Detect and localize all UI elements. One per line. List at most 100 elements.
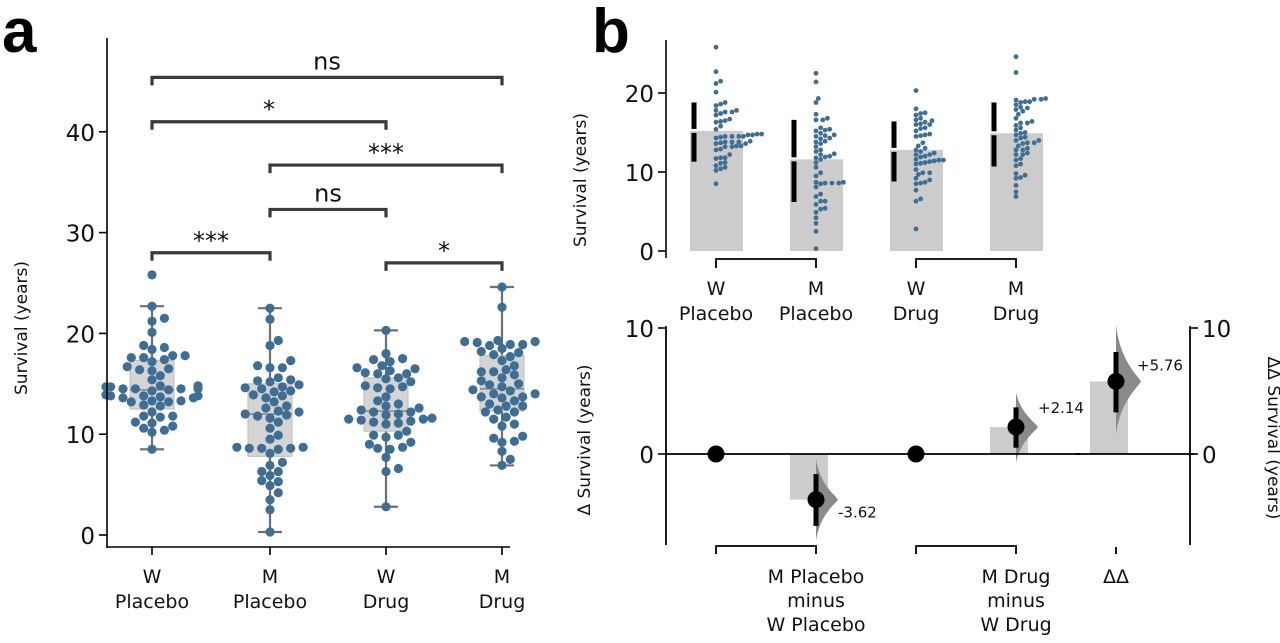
data-point	[831, 151, 837, 157]
data-point	[147, 357, 157, 367]
data-point	[722, 134, 728, 139]
y-tick-label: 30	[66, 222, 95, 248]
data-point	[918, 154, 923, 160]
swarm-points	[101, 270, 540, 537]
data-point	[1025, 140, 1030, 146]
data-point	[813, 179, 819, 185]
y-tick-label: 40	[66, 121, 95, 147]
data-point	[147, 396, 157, 406]
data-point	[398, 382, 408, 392]
data-point	[168, 351, 178, 361]
data-point	[485, 399, 495, 409]
data-point	[1018, 125, 1023, 131]
data-point	[265, 423, 275, 433]
data-point	[381, 349, 391, 359]
data-point	[193, 391, 203, 401]
effect-point	[807, 491, 825, 509]
data-point	[282, 410, 292, 420]
data-point	[913, 88, 919, 93]
data-point	[1029, 119, 1035, 124]
bootstrap-distribution	[816, 459, 838, 541]
data-point	[497, 446, 507, 456]
data-point	[813, 160, 819, 165]
data-point	[913, 167, 919, 173]
data-point	[381, 374, 391, 384]
data-point	[489, 350, 499, 360]
data-point	[718, 119, 723, 124]
x-tick-label-line2: Placebo	[233, 591, 307, 613]
data-point	[927, 170, 933, 176]
data-point	[265, 314, 275, 324]
data-point	[918, 149, 923, 154]
panel-a-box-swarm-plot: *** *ns****ns 010203040WPlaceboMPlaceboWD…	[12, 38, 540, 613]
data-point	[729, 109, 735, 115]
data-point	[718, 111, 723, 116]
data-point	[722, 164, 728, 170]
significance-label: *	[263, 96, 275, 124]
significance-bracket	[150, 75, 504, 86]
data-point	[913, 134, 919, 139]
data-point	[385, 366, 395, 376]
data-point	[1013, 97, 1019, 103]
data-point	[277, 363, 287, 373]
data-point	[286, 356, 296, 366]
data-point	[813, 209, 819, 215]
data-point	[509, 407, 519, 417]
data-point	[1013, 147, 1019, 153]
data-point	[509, 361, 519, 371]
sd-gap-bars	[691, 102, 997, 203]
data-point	[713, 141, 719, 147]
data-point	[713, 108, 719, 113]
data-point	[713, 126, 719, 132]
data-point	[476, 376, 486, 386]
data-point	[257, 443, 267, 453]
data-point	[1013, 127, 1019, 133]
data-point	[476, 346, 486, 357]
data-point	[414, 403, 424, 413]
data-point	[822, 205, 828, 211]
data-point	[1013, 183, 1019, 188]
data-point	[509, 370, 519, 380]
data-point	[818, 152, 823, 158]
data-point	[1025, 120, 1030, 126]
swarm-points	[713, 44, 1048, 252]
data-point	[818, 136, 823, 142]
data-point	[286, 386, 296, 396]
data-point	[1013, 138, 1019, 143]
panel-b-top-y-axis-title: Survival (years)	[571, 113, 591, 247]
data-point	[265, 363, 275, 373]
x-tick-label-line1: M	[494, 566, 510, 588]
data-point	[147, 427, 157, 437]
data-point	[1025, 145, 1030, 151]
contrast-label-line: minus	[987, 590, 1045, 612]
data-point	[147, 418, 157, 428]
data-point	[509, 396, 519, 406]
data-point	[159, 425, 169, 435]
data-point	[759, 131, 764, 137]
y-tick-label: 10	[66, 423, 95, 449]
data-point	[180, 351, 190, 361]
data-point	[818, 206, 823, 212]
data-point	[922, 160, 928, 165]
data-point	[922, 119, 928, 125]
significance-label: ns	[313, 47, 341, 75]
data-point	[915, 172, 921, 177]
data-point	[277, 457, 287, 467]
x-tick-label-line1: W	[143, 566, 162, 588]
data-point	[818, 170, 823, 176]
data-point	[745, 132, 751, 138]
data-point	[918, 111, 923, 116]
x-tick-label-line1: W	[377, 566, 396, 588]
data-point	[822, 180, 828, 186]
x-tick-label-line2: Drug	[993, 303, 1040, 325]
x-tick-label-line1: M	[1008, 278, 1024, 300]
box-plots	[129, 285, 525, 534]
data-point	[913, 157, 919, 162]
data-point	[1013, 157, 1019, 163]
x-tick-label-line2: Drug	[893, 303, 940, 325]
data-point	[468, 385, 478, 395]
data-point	[718, 166, 723, 172]
data-point	[1013, 107, 1019, 112]
